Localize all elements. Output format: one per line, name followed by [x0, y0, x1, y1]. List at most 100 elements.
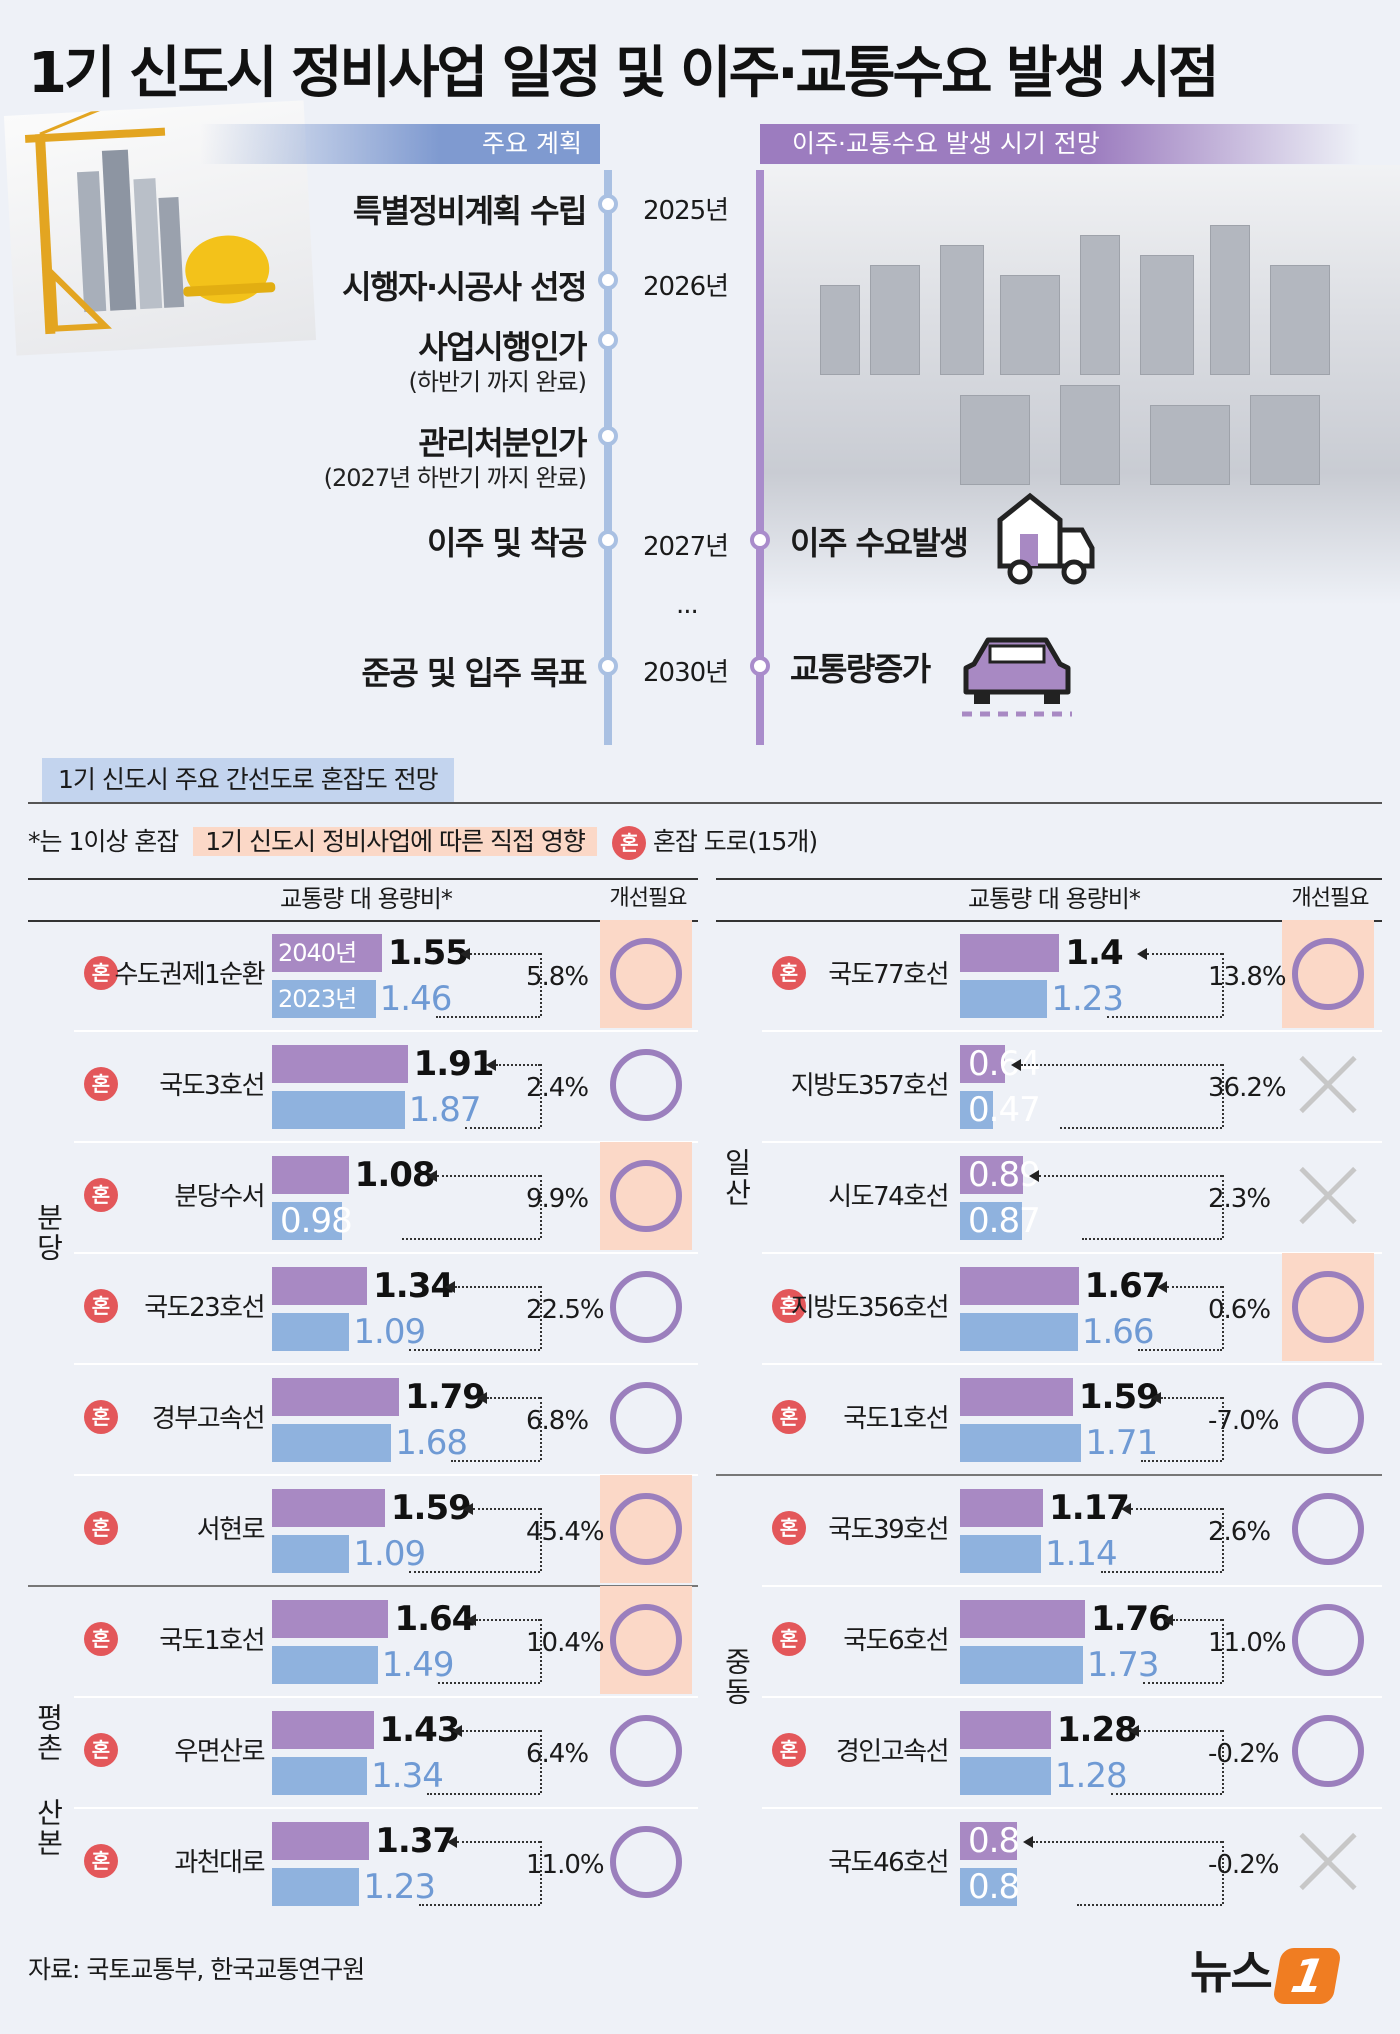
leader-line — [419, 1904, 540, 1906]
leader-line — [1222, 1397, 1224, 1460]
leader-line — [1141, 1460, 1222, 1462]
bar-2023 — [960, 1313, 1078, 1351]
row-separator — [762, 1252, 1382, 1254]
bar-2040 — [272, 1378, 400, 1416]
leader-line — [1142, 1682, 1222, 1684]
leader-arrow — [1022, 1836, 1033, 1848]
need-cell — [1282, 1697, 1374, 1805]
congestion-badge: 혼 — [84, 1622, 118, 1656]
leader-arrow — [466, 1614, 477, 1626]
page-title: 1기 신도시 정비사업 일정 및 이주·교통수요 발생 시점 — [28, 41, 1220, 106]
leader-arrow — [1011, 1059, 1022, 1071]
timeline-header-plan: 주요 계획 — [200, 124, 600, 164]
leader-arrow — [426, 1170, 437, 1182]
group-divider — [28, 1585, 698, 1587]
leader-line — [427, 1793, 540, 1795]
leader-line — [1166, 1286, 1222, 1288]
change-percent: 36.2% — [1208, 1073, 1287, 1103]
need-cell — [1282, 1475, 1374, 1583]
bar-2023 — [272, 1757, 368, 1795]
need-cell — [600, 1697, 692, 1805]
legend-highlight: 1기 신도시 정비사업에 따른 직접 영향 — [193, 827, 597, 856]
road-name: 수도권제1순환 — [114, 960, 265, 990]
leader-line — [436, 1175, 540, 1177]
improvement-needed-icon — [610, 1715, 682, 1787]
leader-line — [1039, 1175, 1222, 1177]
value-2023: 1.46 — [379, 979, 453, 1019]
leader-line — [1021, 1064, 1222, 1066]
section-title: 1기 신도시 주요 간선도로 혼잡도 전망 — [42, 758, 454, 802]
road-name: 분당수서 — [174, 1182, 265, 1212]
improvement-needed-icon — [610, 1604, 682, 1676]
leader-line — [1160, 1397, 1222, 1399]
value-2023: 1.28 — [1054, 1756, 1128, 1796]
bar-2040 — [960, 1045, 1006, 1083]
group-divider — [716, 1474, 1382, 1476]
road-name: 국도77호선 — [828, 960, 949, 990]
timeline-dot — [598, 194, 618, 214]
value-2040: 1.64 — [394, 1599, 475, 1639]
car-icon — [962, 637, 1072, 717]
timeline-dot — [598, 330, 618, 350]
change-percent: 2.6% — [1208, 1517, 1271, 1547]
leader-line — [457, 1841, 540, 1843]
value-2023: 1.49 — [381, 1645, 455, 1685]
road-name: 국도23호선 — [144, 1293, 265, 1323]
bar-2040 — [272, 1600, 389, 1638]
value-2023: 0.8 — [968, 1867, 1020, 1907]
leader-arrow — [1150, 1392, 1161, 1404]
change-percent: 2.4% — [526, 1073, 589, 1103]
improvement-needed-icon — [610, 1049, 682, 1121]
bar-2023 — [960, 980, 1048, 1018]
timeline-dot — [750, 656, 770, 676]
road-name: 서현로 — [196, 1515, 266, 1545]
row-separator — [74, 1474, 698, 1476]
timeline-step-label: 시행자·시공사 선정 — [342, 268, 587, 306]
need-cell — [600, 1475, 692, 1583]
value-2023: 1.23 — [1051, 979, 1124, 1019]
timeline-dot — [598, 270, 618, 290]
bar-2040 — [960, 1711, 1051, 1749]
need-cell — [1282, 1031, 1374, 1139]
improvement-needed-icon — [610, 1271, 682, 1343]
value-2040: 0.89 — [968, 1155, 1041, 1195]
improvement-needed-icon — [610, 938, 682, 1010]
congestion-badge: 혼 — [84, 1511, 118, 1545]
congestion-badge: 혼 — [772, 1733, 806, 1767]
leader-arrow — [462, 1503, 473, 1515]
congestion-badge: 혼 — [772, 1400, 806, 1434]
road-name: 지방도357호선 — [790, 1071, 950, 1101]
leader-line — [401, 1238, 540, 1240]
change-percent: 11.0% — [1208, 1628, 1287, 1658]
value-2023: 0.87 — [968, 1201, 1041, 1241]
improvement-needed-icon — [610, 1826, 682, 1898]
need-cell — [1282, 1586, 1374, 1694]
leader-line — [540, 1286, 542, 1349]
bar-2040 — [960, 934, 1060, 972]
column-header-need: 개선필요 — [1291, 886, 1370, 911]
need-cell — [1282, 1142, 1374, 1250]
leader-line — [1032, 1841, 1222, 1843]
leader-line — [540, 953, 542, 1016]
need-cell — [600, 920, 692, 1028]
construction-illustration — [3, 98, 317, 356]
value-2040: 1.28 — [1056, 1710, 1138, 1750]
leader-arrow — [451, 1725, 462, 1737]
congestion-badge: 혼 — [772, 956, 806, 990]
road-name: 국도39호선 — [828, 1515, 949, 1545]
row-separator — [762, 1141, 1382, 1143]
improvement-needed-icon — [1292, 1604, 1364, 1676]
crane-icon — [24, 98, 276, 335]
region-label: 분당 — [32, 1203, 65, 1263]
value-2023: 1.71 — [1085, 1423, 1158, 1463]
leader-line — [540, 1175, 542, 1238]
congestion-badge: 혼 — [84, 1178, 118, 1212]
improvement-needed-icon — [1292, 1493, 1364, 1565]
legend-badge-text: 혼잡 도로(15개) — [652, 827, 818, 856]
value-2040: 1.67 — [1084, 1266, 1166, 1306]
value-2040: 1.55 — [388, 933, 469, 973]
value-2023: 0.98 — [280, 1201, 353, 1241]
leader-line — [455, 1286, 540, 1288]
chart-header-line — [28, 920, 698, 922]
source-note: 자료: 국토교통부, 한국교통연구원 — [28, 1955, 365, 1984]
